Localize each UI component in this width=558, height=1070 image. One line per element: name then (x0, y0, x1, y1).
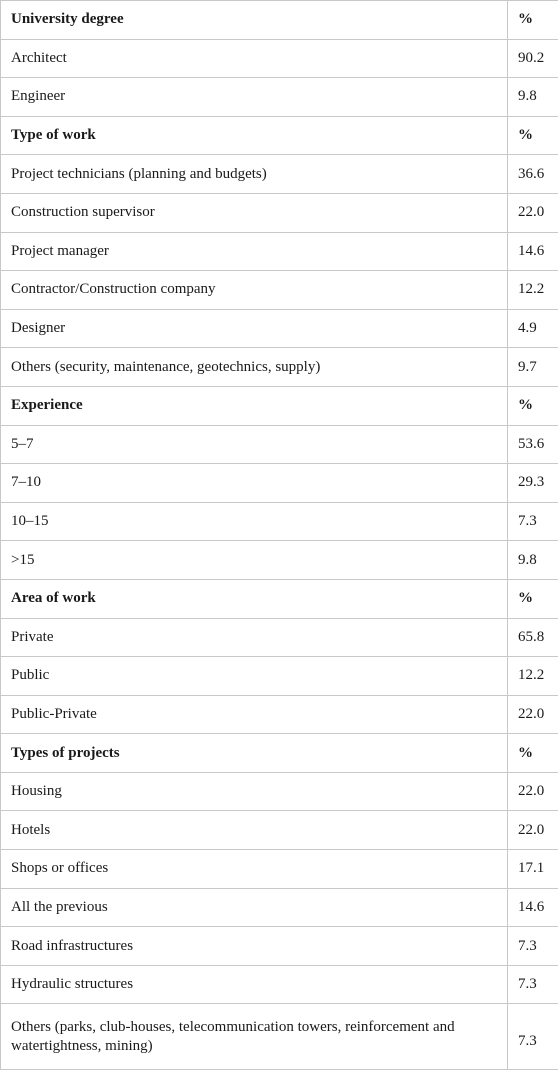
table-row: Project technicians (planning and budget… (1, 155, 558, 194)
percent-value: 7.3 (508, 927, 558, 966)
row-label: Construction supervisor (1, 193, 508, 232)
row-label: Public (1, 657, 508, 696)
table-row: Others (parks, club-houses, telecommunic… (1, 1004, 558, 1070)
row-label: Hotels (1, 811, 508, 850)
row-label: Others (parks, club-houses, telecommunic… (1, 1004, 508, 1070)
section-header-row: Type of work% (1, 116, 558, 155)
percent-value: 29.3 (508, 464, 558, 503)
percent-header: % (508, 116, 558, 155)
row-label: Engineer (1, 78, 508, 117)
percent-value: 14.6 (508, 888, 558, 927)
percent-value: 53.6 (508, 425, 558, 464)
percent-value: 14.6 (508, 232, 558, 271)
percent-header: % (508, 1, 558, 40)
row-label: Others (security, maintenance, geotechni… (1, 348, 508, 387)
percent-value: 9.8 (508, 541, 558, 580)
percent-value: 22.0 (508, 695, 558, 734)
percent-value: 17.1 (508, 850, 558, 889)
row-label: Private (1, 618, 508, 657)
row-label: >15 (1, 541, 508, 580)
percent-value: 22.0 (508, 811, 558, 850)
table-row: Others (security, maintenance, geotechni… (1, 348, 558, 387)
section-header-row: Types of projects% (1, 734, 558, 773)
row-label: Designer (1, 309, 508, 348)
row-label: Contractor/Construction company (1, 271, 508, 310)
percent-value: 7.3 (508, 1004, 558, 1070)
section-header-label: Type of work (1, 116, 508, 155)
row-label: Public-Private (1, 695, 508, 734)
row-label: Project technicians (planning and budget… (1, 155, 508, 194)
section-header-row: Area of work% (1, 579, 558, 618)
section-header-label: Experience (1, 386, 508, 425)
section-header-label: University degree (1, 1, 508, 40)
row-label: All the previous (1, 888, 508, 927)
row-label: 10–15 (1, 502, 508, 541)
percent-value: 22.0 (508, 193, 558, 232)
section-header-row: University degree% (1, 1, 558, 40)
row-label: Road infrastructures (1, 927, 508, 966)
percent-header: % (508, 386, 558, 425)
row-label: Hydraulic structures (1, 965, 508, 1004)
percent-value: 4.9 (508, 309, 558, 348)
percent-value: 9.7 (508, 348, 558, 387)
row-label: Project manager (1, 232, 508, 271)
percent-value: 36.6 (508, 155, 558, 194)
percent-value: 7.3 (508, 502, 558, 541)
percent-header: % (508, 734, 558, 773)
percent-value: 7.3 (508, 965, 558, 1004)
percent-value: 12.2 (508, 657, 558, 696)
percent-value: 65.8 (508, 618, 558, 657)
row-label: 5–7 (1, 425, 508, 464)
percent-value: 9.8 (508, 78, 558, 117)
percent-value: 90.2 (508, 39, 558, 78)
percent-header: % (508, 579, 558, 618)
section-header-label: Area of work (1, 579, 508, 618)
row-label: 7–10 (1, 464, 508, 503)
row-label: Shops or offices (1, 850, 508, 889)
percent-value: 22.0 (508, 772, 558, 811)
row-label: Architect (1, 39, 508, 78)
percent-value: 12.2 (508, 271, 558, 310)
section-header-row: Experience% (1, 386, 558, 425)
row-label: Housing (1, 772, 508, 811)
section-header-label: Types of projects (1, 734, 508, 773)
